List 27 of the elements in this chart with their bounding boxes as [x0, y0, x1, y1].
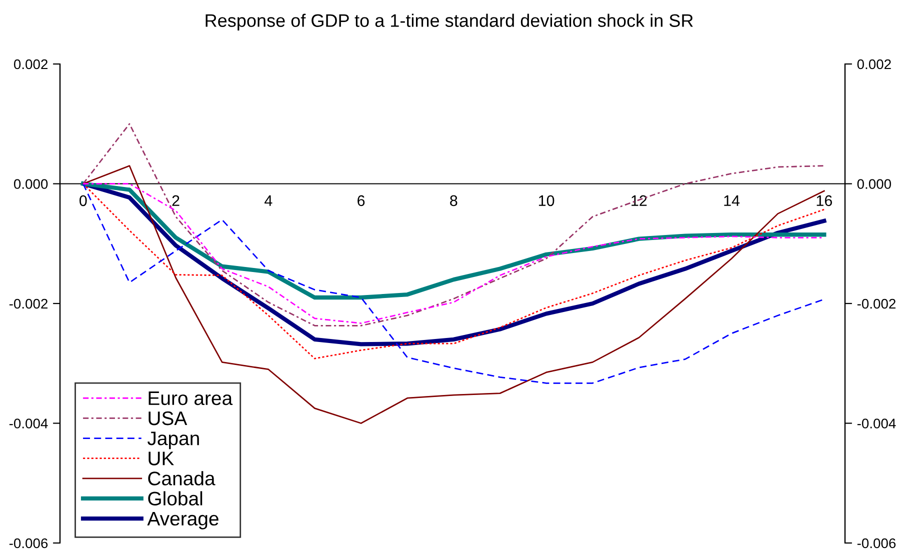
x-tick-label: 14	[724, 195, 740, 206]
x-tick-label: 2	[172, 195, 180, 206]
x-tick-label: 10	[538, 195, 554, 206]
x-tick-label: 8	[450, 195, 458, 206]
y-tick-label: -0.002	[9, 298, 48, 309]
legend-label: Average	[147, 512, 218, 530]
x-tick-label: 4	[264, 195, 272, 206]
x-tick-label: 16	[816, 195, 832, 206]
x-tick-label: 12	[632, 195, 647, 206]
y-tick-label: -0.006	[9, 538, 48, 548]
x-tick-label: 6	[358, 195, 365, 206]
y2-tick-label: -0.006	[857, 538, 896, 548]
legend-label: Japan	[148, 432, 199, 450]
y-tick-label: 0.002	[14, 59, 48, 70]
legend-label: Euro area	[148, 392, 233, 406]
chart-title: Response of GDP to a 1-time standard deviation shock in SR	[206, 14, 693, 31]
legend-label: UK	[148, 452, 174, 466]
legend-label: USA	[148, 411, 188, 426]
y2-tick-label: -0.004	[857, 418, 896, 428]
legend-label: Global	[148, 491, 202, 506]
y2-tick-label: 0.000	[857, 179, 892, 189]
y-tick-label: -0.004	[9, 418, 48, 428]
y2-tick-label: 0.002	[857, 59, 891, 70]
y-tick-label: 0.000	[14, 179, 48, 189]
legend-label: Canada	[148, 471, 216, 486]
x-tick-label: 0	[80, 195, 87, 206]
y2-tick-label: -0.002	[857, 298, 896, 309]
